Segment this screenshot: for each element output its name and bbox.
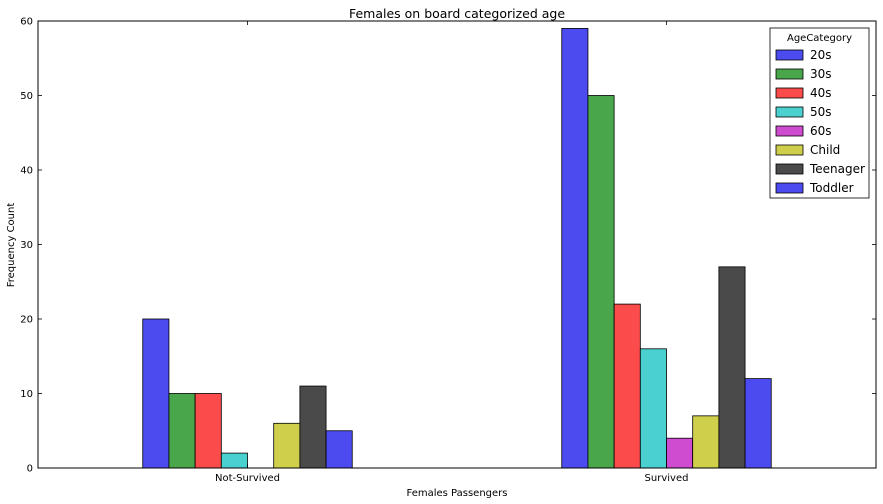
legend-swatch bbox=[775, 68, 804, 80]
x-tick-label: Survived bbox=[645, 473, 689, 484]
bar-child-survived bbox=[692, 415, 720, 469]
legend-title: AgeCategory bbox=[787, 33, 852, 44]
legend-label: 30s bbox=[810, 67, 832, 81]
bar-40s-survived bbox=[613, 303, 641, 469]
bar-30s-survived bbox=[587, 95, 615, 469]
x-tick-label: Not-Survived bbox=[215, 473, 280, 484]
legend-swatch bbox=[775, 49, 804, 61]
legend-label: 50s bbox=[810, 105, 832, 119]
bar-toddler-not-survived bbox=[325, 430, 353, 469]
y-tick-label: 40 bbox=[20, 166, 33, 177]
bar-50s-not-survived bbox=[220, 452, 248, 469]
y-tick-label: 20 bbox=[20, 315, 33, 326]
y-tick-label: 10 bbox=[20, 389, 33, 400]
bar-child-not-survived bbox=[273, 422, 301, 469]
y-tick-label: 0 bbox=[27, 464, 33, 475]
bar-50s-survived bbox=[639, 348, 667, 469]
legend-label: Toddler bbox=[809, 181, 854, 195]
legend-label: Teenager bbox=[809, 162, 865, 176]
bar-30s-not-survived bbox=[168, 393, 196, 469]
legend-label: Child bbox=[810, 143, 840, 157]
x-ticks-group: Not-Survived Survived bbox=[215, 21, 688, 484]
bar-teenager-survived bbox=[718, 266, 746, 469]
legend-swatch bbox=[775, 125, 804, 137]
bar-40s-not-survived bbox=[194, 393, 222, 469]
bar-toddler-survived bbox=[744, 378, 772, 469]
chart-title: Females on board categorized age bbox=[349, 6, 565, 21]
legend-swatch bbox=[775, 182, 804, 194]
bar-20s-survived bbox=[561, 28, 589, 469]
legend-swatch bbox=[775, 87, 804, 99]
bar-60s-survived bbox=[666, 437, 694, 469]
legend-label: 20s bbox=[810, 48, 832, 62]
x-axis-label: Females Passengers bbox=[407, 488, 508, 499]
bar-teenager-not-survived bbox=[299, 385, 327, 469]
legend-label: 60s bbox=[810, 124, 832, 138]
legend: AgeCategory 20s 30s 40s 50s 60s Child Teenager T… bbox=[769, 27, 870, 199]
legend-swatch bbox=[775, 163, 804, 175]
y-axis-label: Frequency Count bbox=[6, 203, 17, 288]
legend-swatch bbox=[775, 144, 804, 156]
bar-20s-not-survived bbox=[142, 318, 170, 469]
y-tick-label: 60 bbox=[20, 17, 33, 28]
y-tick-label: 50 bbox=[20, 91, 33, 102]
legend-label: 40s bbox=[810, 86, 832, 100]
y-tick-label: 30 bbox=[20, 240, 33, 251]
plot-frame bbox=[37, 20, 877, 469]
y-ticks-group: 0 10 20 30 40 50 60 bbox=[20, 17, 876, 475]
legend-swatch bbox=[775, 106, 804, 118]
bars-group bbox=[142, 28, 772, 469]
